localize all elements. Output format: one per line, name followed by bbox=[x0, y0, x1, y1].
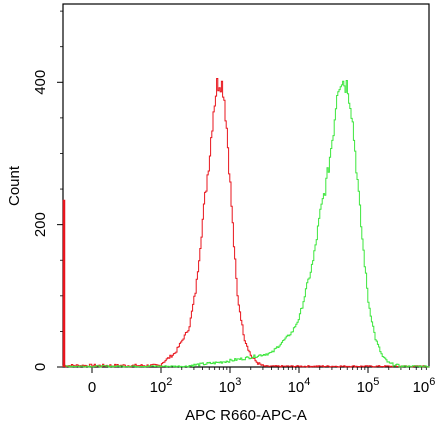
x-tick-label: 102 bbox=[150, 376, 173, 396]
y-tick-label: 400 bbox=[32, 70, 49, 95]
y-tick-label: 0 bbox=[32, 363, 49, 371]
x-tick-label: 106 bbox=[413, 376, 436, 396]
series-layer bbox=[62, 78, 430, 368]
x-tick-label: 104 bbox=[288, 376, 311, 396]
y-axis-label: Count bbox=[6, 165, 23, 206]
plot-frame bbox=[62, 3, 430, 368]
red-histogram-series bbox=[62, 78, 430, 368]
y-tick-label: 200 bbox=[32, 212, 49, 237]
x-tick-label: 105 bbox=[357, 376, 380, 396]
x-tick-label: 0 bbox=[88, 379, 96, 396]
x-axis-label: APC R660-APC-A bbox=[185, 407, 307, 424]
green-histogram-series bbox=[62, 80, 430, 368]
x-axis: 0 102 103 104 105 106 bbox=[88, 367, 436, 396]
x-tick-label: 103 bbox=[219, 376, 242, 396]
y-axis: 0 200 400 bbox=[32, 10, 63, 371]
